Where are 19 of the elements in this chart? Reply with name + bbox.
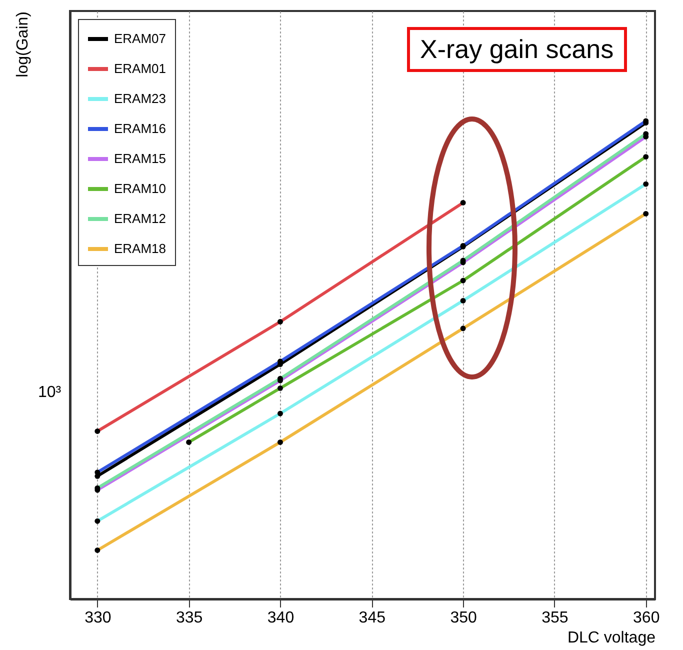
legend-label: ERAM01 xyxy=(114,61,166,76)
legend-label: ERAM15 xyxy=(114,151,166,166)
legend-label: ERAM16 xyxy=(114,121,166,136)
x-tick-label: 340 xyxy=(267,610,294,626)
x-tick-label: 345 xyxy=(358,610,386,626)
text: X-ray gain scans xyxy=(407,27,627,72)
x-tick-label: 350 xyxy=(450,610,477,626)
x-tick-label: 335 xyxy=(176,610,203,626)
x-tick-label: 330 xyxy=(84,610,112,626)
legend-label: ERAM23 xyxy=(114,91,166,106)
x-tick-label: 360 xyxy=(633,610,660,626)
text: 10³ xyxy=(38,384,62,402)
x-axis-title: DLC voltage xyxy=(567,630,656,646)
y-axis-title: log(Gain) xyxy=(14,12,32,78)
legend-label: ERAM18 xyxy=(114,241,166,256)
legend-label: ERAM12 xyxy=(114,211,166,226)
x-tick-label: 355 xyxy=(542,610,568,626)
legend-label: ERAM10 xyxy=(114,181,166,196)
legend-label: ERAM07 xyxy=(114,31,166,46)
